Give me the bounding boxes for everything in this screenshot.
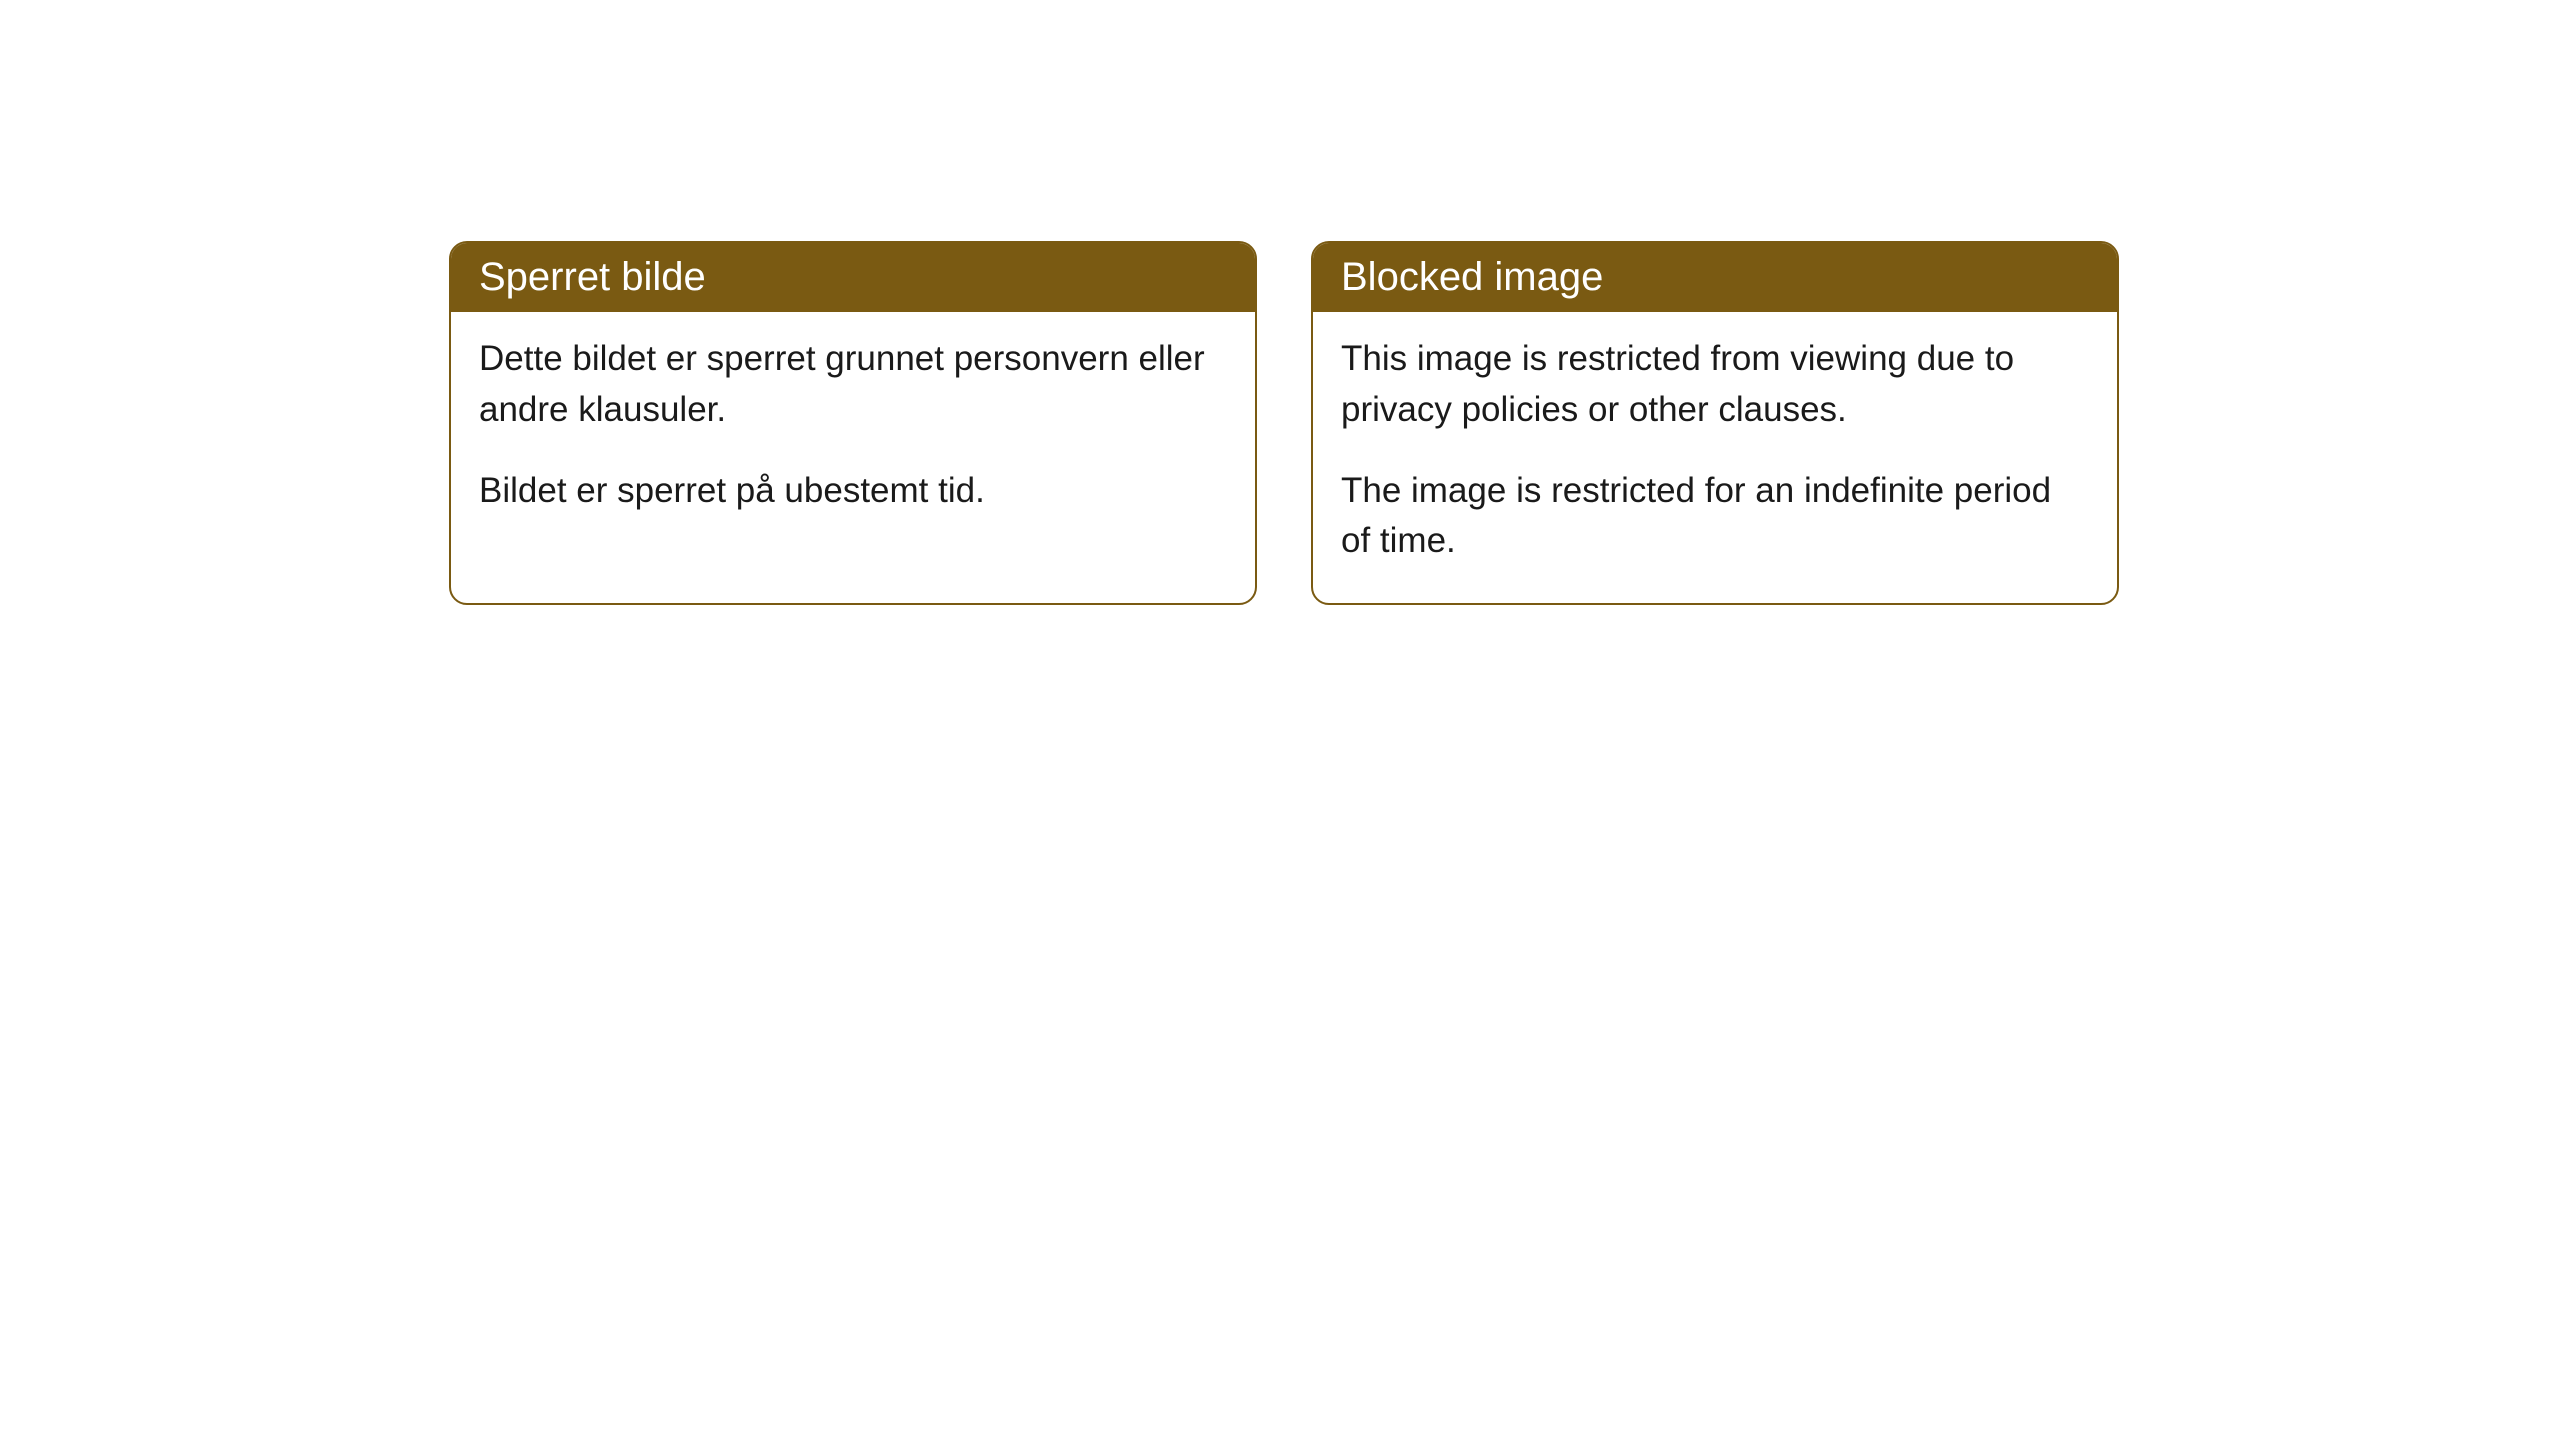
card-paragraph: The image is restricted for an indefinit… — [1341, 466, 2089, 568]
notice-card-norwegian: Sperret bilde Dette bildet er sperret gr… — [449, 241, 1257, 605]
card-paragraph: Dette bildet er sperret grunnet personve… — [479, 334, 1227, 436]
notice-card-container: Sperret bilde Dette bildet er sperret gr… — [449, 241, 2119, 605]
card-title: Blocked image — [1341, 255, 1603, 299]
card-header: Sperret bilde — [451, 243, 1255, 312]
card-title: Sperret bilde — [479, 255, 706, 299]
card-header: Blocked image — [1313, 243, 2117, 312]
notice-card-english: Blocked image This image is restricted f… — [1311, 241, 2119, 605]
card-body: This image is restricted from viewing du… — [1313, 312, 2117, 603]
card-paragraph: This image is restricted from viewing du… — [1341, 334, 2089, 436]
card-paragraph: Bildet er sperret på ubestemt tid. — [479, 466, 1227, 517]
card-body: Dette bildet er sperret grunnet personve… — [451, 312, 1255, 552]
